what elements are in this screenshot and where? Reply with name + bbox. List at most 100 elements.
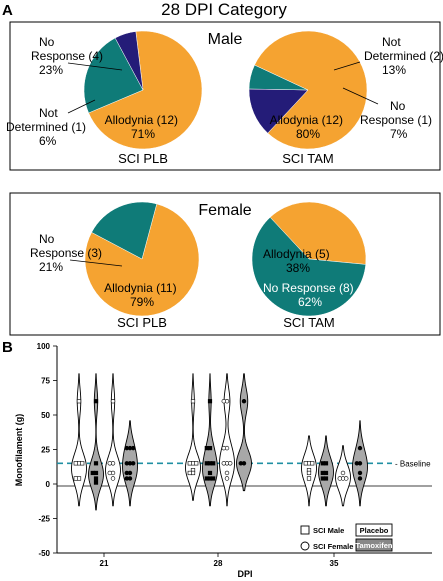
legend: SCI Male SCI Female Placebo Tamoxifen: [300, 523, 393, 552]
pie-female-plb: Allodynia (11) 79% No Response (3) 21% S…: [30, 201, 200, 330]
data-point-female: [344, 476, 349, 481]
violins: [71, 373, 368, 511]
slice-label-no-response: No Response (4) 23%: [31, 35, 106, 77]
data-point-female: [354, 461, 359, 466]
data-point-male: [90, 470, 95, 476]
panel-a-title: 28 DPI Category: [161, 0, 287, 19]
x-tick-label: 21: [100, 559, 109, 568]
data-point-male: [320, 476, 325, 481]
violin-tamoxifen: [88, 373, 104, 511]
leader-line: [69, 259, 123, 267]
y-tick-label: 50: [41, 411, 50, 420]
data-point-female: [107, 470, 113, 476]
pie-caption: SCI TAM: [283, 315, 335, 330]
data-point-female: [224, 470, 230, 476]
slice-label-line: No: [390, 99, 406, 113]
slice-label-line: No Response (8): [263, 281, 354, 295]
y-axis-label: Monofilament (g): [14, 414, 24, 487]
pie-slice-no-response: [251, 216, 367, 317]
data-point-female: [124, 461, 130, 466]
slice-label-line: 80%: [296, 127, 320, 141]
slice-label-allodynia: Allodynia (5) 38%: [263, 247, 333, 275]
male-panel-frame: [9, 21, 441, 171]
legend-placebo: Placebo: [360, 526, 389, 535]
slice-label-line: Allodynia (12): [270, 113, 343, 127]
data-point-male: [207, 399, 213, 404]
pie-slice-allodynia: [84, 203, 200, 317]
slice-label-line: 7%: [390, 127, 408, 141]
pie-caption: SCI PLB: [118, 151, 168, 166]
data-point-male: [93, 461, 99, 466]
slice-label-line: Allodynia (12): [105, 113, 178, 127]
violin-tamoxifen: [236, 373, 252, 492]
slice-label-no-response: No Response (8) 62%: [263, 281, 357, 309]
data-point-female: [221, 399, 227, 404]
slice-label-line: 79%: [130, 295, 154, 309]
data-point-female: [337, 476, 342, 481]
data-point-male: [187, 470, 192, 476]
data-point-female: [340, 470, 346, 476]
data-point-female: [131, 445, 136, 451]
slice-label-line: Allodynia (11): [104, 281, 176, 295]
data-point-female: [110, 399, 116, 404]
data-point-male: [73, 461, 78, 466]
slice-label-line: 71%: [131, 127, 155, 141]
data-point-male: [306, 476, 312, 481]
slice-label-line: 23%: [39, 63, 63, 77]
slice-label-line: Determined (2): [364, 49, 443, 63]
y-tick-label: 75: [41, 377, 50, 386]
slice-label-line: Allodynia (5): [263, 247, 330, 261]
data-point-male: [211, 461, 216, 466]
slice-label-not-determined: Not Determined (2) 13%: [364, 35, 443, 77]
legend-tamoxifen: Tamoxifen: [356, 541, 393, 550]
data-point-female: [110, 476, 116, 481]
female-panel-frame: [9, 192, 441, 336]
violin-placebo: [185, 373, 201, 501]
data-point-male: [187, 461, 192, 466]
leader-line: [342, 87, 379, 105]
pie-slices: [248, 30, 368, 150]
pie-male-tam: Allodynia (12) 80% Not Determined (2) 13…: [248, 30, 443, 166]
violin-placebo: [219, 373, 235, 507]
data-point-female: [124, 470, 130, 476]
data-point-female: [357, 445, 363, 451]
y-ticks: -50 -25 0 25 50 75 100: [37, 342, 57, 558]
slice-label-line: No: [39, 35, 55, 49]
data-point-male: [207, 470, 213, 476]
pie-slice-allodynia: [88, 30, 203, 150]
data-point-female: [107, 461, 113, 466]
violin-placebo: [71, 373, 87, 507]
data-point-female: [228, 461, 233, 466]
y-tick-label: -50: [38, 549, 50, 558]
legend-circle-marker: [300, 541, 310, 551]
data-point-male: [320, 470, 325, 476]
pie-slice-allodynia: [254, 30, 368, 150]
data-point-female: [124, 445, 130, 451]
x-tick-label: 35: [330, 559, 339, 568]
pie-slice-no-response: [83, 37, 144, 114]
data-point-female: [221, 445, 227, 451]
slice-label-line: No: [39, 232, 55, 246]
slice-label-line: 62%: [298, 295, 322, 309]
slice-label-line: 6%: [39, 134, 57, 148]
data-point-male: [73, 476, 78, 481]
slice-label-line: Not: [382, 35, 401, 49]
data-point-male: [190, 399, 196, 404]
pie-slice-allodynia: [269, 201, 367, 265]
data-point-female: [221, 461, 227, 466]
x-ticks: 21 28 35: [100, 553, 339, 568]
slice-label-line: Response (3): [30, 246, 102, 260]
y-tick-label: -25: [38, 515, 50, 524]
data-point-male: [320, 461, 325, 466]
female-heading: Female: [198, 202, 251, 219]
leader-line: [67, 62, 123, 71]
data-point-male: [194, 461, 199, 466]
data-point-male: [93, 480, 99, 485]
leader-line: [333, 61, 361, 71]
data-point-male: [76, 399, 82, 404]
pie-slice-not-determined: [114, 31, 144, 91]
data-point-female: [357, 476, 363, 481]
x-tick-label: 28: [214, 559, 223, 568]
y-tick-label: 25: [41, 446, 50, 455]
